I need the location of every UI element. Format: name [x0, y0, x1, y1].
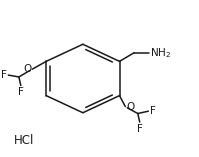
- Text: O: O: [126, 102, 135, 112]
- Text: F: F: [18, 87, 24, 97]
- Text: NH$_2$: NH$_2$: [150, 46, 171, 60]
- Text: F: F: [1, 70, 7, 80]
- Text: HCl: HCl: [14, 134, 34, 147]
- Text: F: F: [137, 124, 143, 134]
- Text: F: F: [150, 106, 156, 116]
- Text: O: O: [23, 65, 31, 74]
